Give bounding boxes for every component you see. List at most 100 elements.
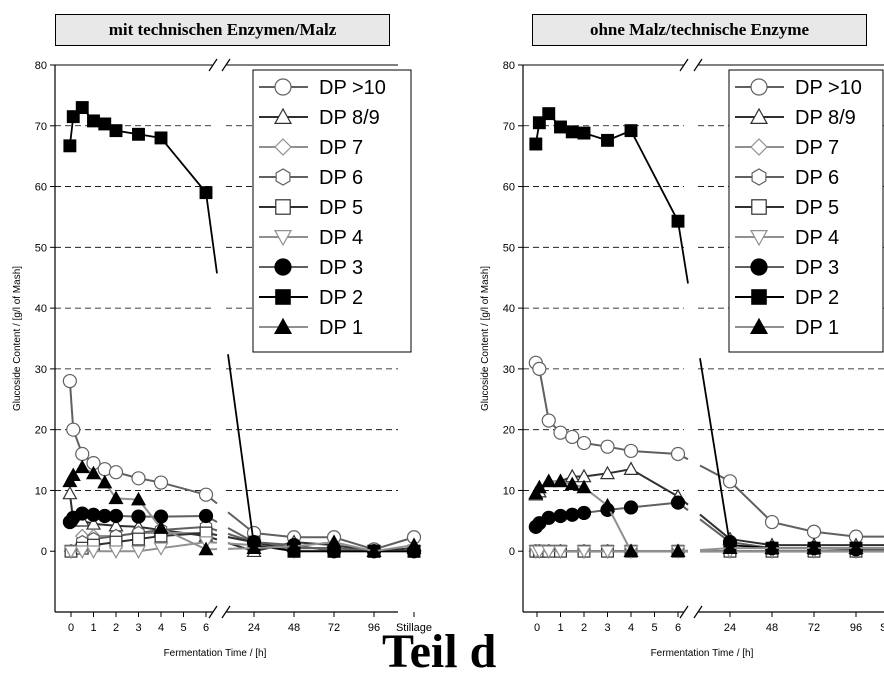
x-tick-label: 48 bbox=[766, 622, 778, 634]
x-tick-label: 0 bbox=[68, 622, 74, 634]
legend-marker bbox=[751, 259, 767, 275]
legend-marker bbox=[752, 169, 766, 185]
series-line bbox=[730, 481, 884, 536]
legend-label: DP 1 bbox=[319, 317, 363, 339]
legend-label: DP 6 bbox=[319, 167, 363, 189]
legend-label: DP 7 bbox=[319, 137, 363, 159]
data-point bbox=[200, 509, 213, 522]
data-point bbox=[133, 128, 145, 140]
x-tick-label: 4 bbox=[158, 622, 164, 634]
data-point bbox=[766, 516, 779, 529]
data-point bbox=[88, 115, 100, 127]
x-axis-label: Fermentation Time / [h] bbox=[651, 648, 754, 659]
data-point bbox=[64, 140, 76, 152]
y-tick-label: 20 bbox=[503, 425, 515, 437]
data-point bbox=[625, 463, 638, 475]
data-point bbox=[601, 440, 614, 453]
data-point bbox=[542, 511, 555, 524]
legend-marker bbox=[275, 259, 291, 275]
x-tick-label: 3 bbox=[135, 622, 141, 634]
x-tick-label: 2 bbox=[581, 622, 587, 634]
legend-label: DP 5 bbox=[319, 197, 363, 219]
x-tick-label: 6 bbox=[203, 622, 209, 634]
y-tick-label: 0 bbox=[509, 546, 515, 558]
legend-marker bbox=[752, 290, 766, 304]
y-tick-label: 10 bbox=[35, 485, 47, 497]
data-point bbox=[578, 506, 591, 519]
x-tick-label: 2 bbox=[113, 622, 119, 634]
data-point bbox=[672, 496, 685, 509]
data-point bbox=[533, 362, 546, 375]
data-point bbox=[554, 509, 567, 522]
data-point bbox=[200, 488, 213, 501]
x-tick-label: 24 bbox=[248, 622, 260, 634]
y-tick-label: 70 bbox=[503, 121, 515, 133]
x-tick-label: 3 bbox=[604, 622, 610, 634]
legend-marker bbox=[751, 79, 767, 95]
x-tick-label: 0 bbox=[534, 622, 540, 634]
x-tick-label: Stillage bbox=[880, 622, 884, 634]
legend-label: DP 8/9 bbox=[795, 107, 856, 129]
data-point bbox=[63, 487, 76, 499]
data-point bbox=[543, 108, 555, 120]
y-tick-label: 60 bbox=[35, 182, 47, 194]
series-bridge-line bbox=[678, 221, 688, 283]
legend-label: DP 2 bbox=[319, 287, 363, 309]
data-point bbox=[625, 125, 637, 137]
data-point bbox=[110, 509, 123, 522]
data-point bbox=[625, 501, 638, 514]
y-tick-label: 40 bbox=[35, 303, 47, 315]
y-tick-label: 60 bbox=[503, 182, 515, 194]
y-tick-label: 80 bbox=[503, 60, 515, 72]
x-tick-label: 5 bbox=[180, 622, 186, 634]
y-tick-label: 50 bbox=[35, 242, 47, 254]
data-point bbox=[76, 102, 88, 114]
y-axis-label: Glucoside Content / [g/l of Mash] bbox=[480, 266, 491, 411]
data-point bbox=[63, 375, 76, 388]
data-point bbox=[133, 533, 145, 545]
x-tick-label: 48 bbox=[288, 622, 300, 634]
legend-label: DP 5 bbox=[795, 197, 839, 219]
data-point bbox=[578, 437, 591, 450]
y-tick-label: 70 bbox=[35, 121, 47, 133]
y-tick-label: 20 bbox=[35, 425, 47, 437]
x-axis-label: Fermentation Time / [h] bbox=[164, 648, 267, 659]
y-axis-label: Glucoside Content / [g/l of Mash] bbox=[12, 266, 23, 411]
x-tick-label: 96 bbox=[368, 622, 380, 634]
data-point bbox=[99, 118, 111, 130]
legend-label: DP 6 bbox=[795, 167, 839, 189]
data-point bbox=[542, 414, 555, 427]
data-point bbox=[602, 135, 614, 147]
x-tick-label: 72 bbox=[808, 622, 820, 634]
right-chart: 01020304050607080012345624487296Stillage… bbox=[442, 0, 884, 663]
data-point bbox=[554, 426, 567, 439]
data-point bbox=[625, 444, 638, 457]
y-tick-label: 30 bbox=[35, 364, 47, 376]
y-tick-label: 80 bbox=[35, 60, 47, 72]
data-point bbox=[132, 472, 145, 485]
legend-marker bbox=[752, 200, 766, 214]
y-tick-label: 40 bbox=[503, 303, 515, 315]
legend-label: DP 2 bbox=[795, 287, 839, 309]
overlay-caption: Teil d bbox=[382, 628, 496, 676]
data-point bbox=[530, 138, 542, 150]
legend-label: DP 7 bbox=[795, 137, 839, 159]
data-point bbox=[155, 476, 168, 489]
legend-label: DP 4 bbox=[319, 227, 363, 249]
x-tick-label: 72 bbox=[328, 622, 340, 634]
y-tick-label: 0 bbox=[41, 546, 47, 558]
data-point bbox=[724, 475, 737, 488]
data-point bbox=[110, 125, 122, 137]
legend-label: DP 3 bbox=[795, 257, 839, 279]
data-point bbox=[132, 510, 145, 523]
data-point bbox=[110, 466, 123, 479]
x-tick-label: 24 bbox=[724, 622, 736, 634]
y-tick-label: 10 bbox=[503, 485, 515, 497]
y-tick-label: 50 bbox=[503, 242, 515, 254]
legend-label: DP >10 bbox=[795, 77, 862, 99]
data-point bbox=[155, 132, 167, 144]
data-point bbox=[672, 447, 685, 460]
